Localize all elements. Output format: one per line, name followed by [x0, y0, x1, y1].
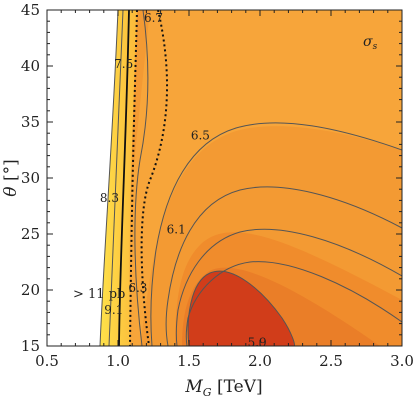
contour-line-6-0: [185, 261, 402, 346]
y-tick-label: 30: [21, 169, 40, 187]
y-tick-label: 40: [21, 57, 40, 75]
contour-line-dotted-outer: [140, 10, 169, 346]
contour-label: 9.1: [104, 303, 123, 317]
x-tick-label: 1.5: [177, 352, 201, 370]
contour-label: 7.5: [114, 57, 133, 71]
contour-line-7-5: [118, 10, 130, 346]
contour-line-5-9: [187, 270, 295, 346]
contour-label: 6.1: [167, 223, 186, 237]
contour-line-8-3: [108, 10, 124, 346]
y-tick-label: 25: [21, 225, 40, 243]
x-tick-label: 1.0: [106, 352, 130, 370]
contour-line-6-1: [175, 228, 402, 346]
contour-label: 6.3: [128, 281, 147, 295]
contour-line-6-7-dotted: [129, 10, 138, 346]
contour-labels: 9.1 8.3 7.5 6.7 6.5 6.3 6.1 5.9: [100, 11, 267, 350]
x-tick-label: 3.0: [390, 352, 413, 370]
contour-line-6-3: [165, 186, 402, 346]
white-region: [47, 10, 118, 346]
y-tick-label: 15: [21, 337, 40, 355]
y-tick-label: 20: [21, 281, 40, 299]
contour-label: 6.7: [144, 11, 163, 25]
region-annotation: > 11 pb: [73, 287, 125, 302]
contour-label: 5.9: [248, 336, 267, 350]
contour-label: 8.3: [100, 191, 119, 205]
contour-line-6-7: [134, 10, 149, 346]
axis-ticks: [46, 9, 403, 347]
contour-fills: [47, 10, 402, 346]
axis-tick-labels: 0.5 1.0 1.5 2.0 2.5 3.0 15 20 25 30 35 40 45: [21, 1, 413, 370]
quantity-symbol: σs: [363, 34, 378, 52]
y-axis-title: θ [°]: [1, 159, 21, 196]
x-tick-label: 2.0: [248, 352, 272, 370]
x-tick-label: 0.5: [35, 352, 59, 370]
y-tick-label: 45: [21, 1, 40, 19]
contour-line-9-1: [99, 10, 119, 346]
x-axis-title: MG [TeV]: [184, 377, 262, 399]
contour-lines: [99, 10, 402, 346]
contour-label: 6.5: [191, 128, 210, 142]
contour-line-6-5: [150, 122, 402, 346]
y-tick-label: 35: [21, 113, 40, 131]
minimum-region: [188, 271, 295, 346]
yellow-band-region: [100, 10, 137, 346]
upper-band-region: [120, 10, 402, 346]
x-tick-label: 2.5: [319, 352, 343, 370]
